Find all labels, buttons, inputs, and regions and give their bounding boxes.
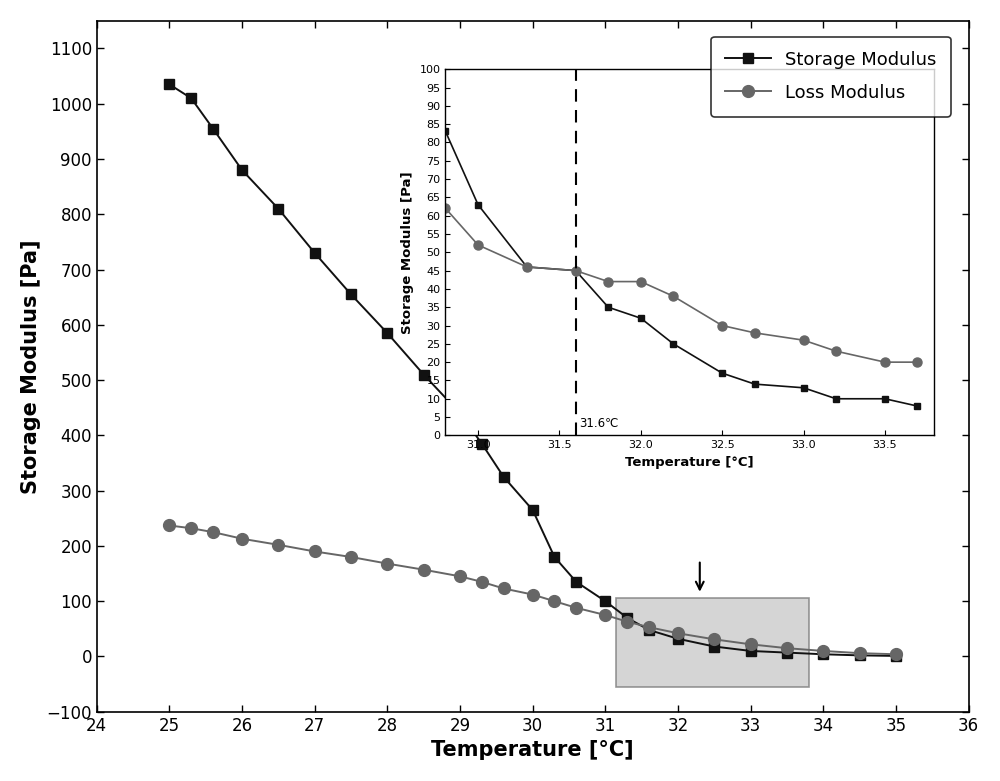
Loss Modulus — [548, 597, 560, 606]
Loss Modulus — [454, 572, 466, 581]
Storage Modulus — [599, 597, 611, 606]
Loss Modulus — [272, 540, 284, 550]
Loss Modulus — [672, 629, 684, 638]
Loss Modulus — [621, 617, 633, 626]
Storage Modulus — [745, 646, 757, 655]
Loss Modulus — [854, 648, 866, 658]
Loss Modulus — [599, 610, 611, 619]
Storage Modulus — [890, 651, 902, 661]
Loss Modulus — [476, 577, 488, 587]
Loss Modulus — [817, 646, 829, 655]
Loss Modulus — [781, 644, 793, 653]
X-axis label: Temperature [°C]: Temperature [°C] — [431, 740, 634, 760]
Storage Modulus — [621, 613, 633, 622]
Loss Modulus — [570, 603, 582, 612]
Loss Modulus — [418, 565, 430, 574]
Storage Modulus — [570, 577, 582, 587]
Storage Modulus — [548, 552, 560, 562]
Storage Modulus — [527, 505, 539, 515]
Storage Modulus — [781, 648, 793, 658]
Storage Modulus — [418, 370, 430, 380]
Storage Modulus — [272, 204, 284, 213]
Storage Modulus — [381, 329, 393, 338]
Loss Modulus — [890, 650, 902, 659]
Storage Modulus — [817, 650, 829, 659]
Y-axis label: Storage Modulus [Pa]: Storage Modulus [Pa] — [21, 239, 41, 494]
Storage Modulus — [708, 642, 720, 651]
Line: Loss Modulus: Loss Modulus — [164, 519, 902, 660]
Storage Modulus — [309, 248, 321, 258]
Loss Modulus — [236, 534, 248, 544]
Loss Modulus — [708, 635, 720, 644]
Storage Modulus — [207, 124, 219, 134]
Loss Modulus — [745, 640, 757, 649]
Loss Modulus — [498, 584, 510, 594]
Storage Modulus — [498, 473, 510, 482]
Line: Storage Modulus: Storage Modulus — [165, 80, 900, 661]
Storage Modulus — [643, 626, 655, 635]
Storage Modulus — [185, 94, 197, 103]
Storage Modulus — [163, 80, 175, 89]
Bar — [616, 598, 809, 686]
Loss Modulus — [309, 547, 321, 556]
Loss Modulus — [185, 523, 197, 533]
Loss Modulus — [207, 527, 219, 537]
Storage Modulus — [345, 290, 357, 299]
Loss Modulus — [643, 622, 655, 632]
Legend: Storage Modulus, Loss Modulus: Storage Modulus, Loss Modulus — [711, 37, 951, 116]
Storage Modulus — [454, 408, 466, 418]
Loss Modulus — [163, 521, 175, 530]
Loss Modulus — [527, 590, 539, 599]
Loss Modulus — [345, 552, 357, 562]
Storage Modulus — [854, 651, 866, 660]
Loss Modulus — [381, 559, 393, 569]
Storage Modulus — [672, 634, 684, 644]
Storage Modulus — [236, 166, 248, 175]
Storage Modulus — [476, 439, 488, 448]
